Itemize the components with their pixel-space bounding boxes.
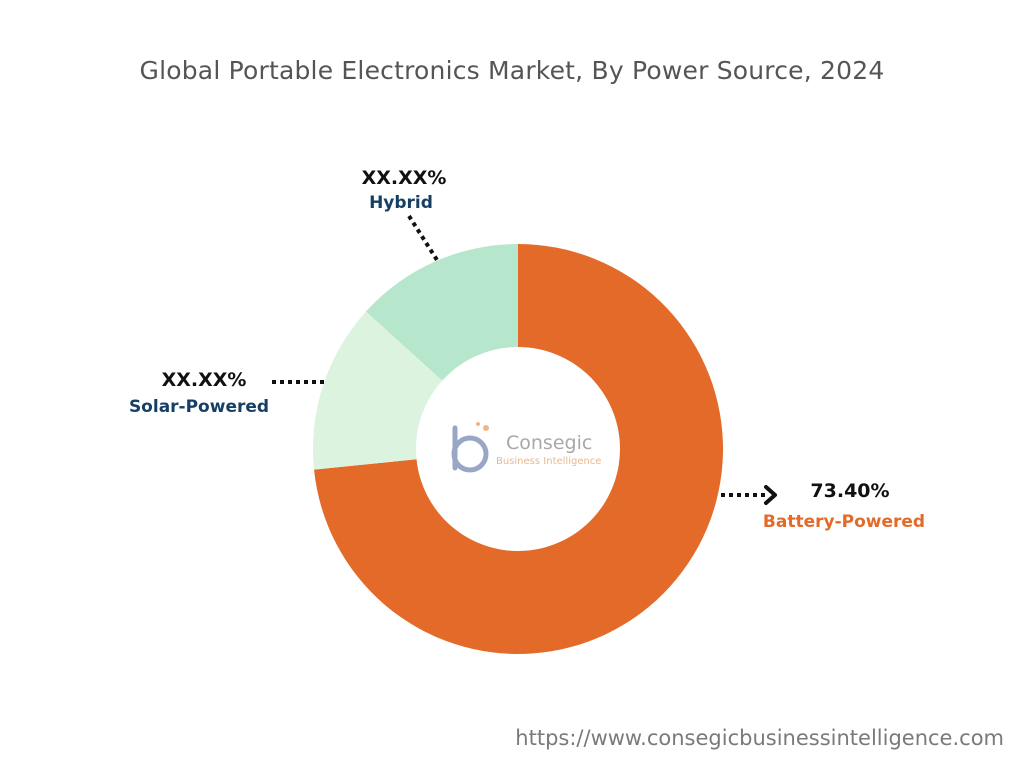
logo-brand: Consegic	[506, 432, 592, 454]
hybrid-value-label: XX.XX%	[362, 167, 447, 189]
hybrid-leader-line	[407, 214, 439, 262]
solar-category-label: Solar-Powered	[129, 397, 269, 417]
battery-category-label: Battery-Powered	[763, 512, 925, 532]
battery-leader-arrowhead	[764, 485, 777, 505]
logo-dot-orange	[483, 425, 489, 431]
slice-battery-powered	[314, 244, 723, 654]
hybrid-category-label: Hybrid	[369, 193, 433, 213]
slice-solar-powered	[313, 311, 443, 470]
logo-ring	[451, 435, 489, 473]
battery-value-label: 73.40%	[810, 480, 889, 502]
logo-tagline: Business Intelligence	[496, 456, 601, 467]
slice-hybrid	[365, 244, 518, 381]
watermark-logo: Consegic Business Intelligence	[451, 422, 601, 473]
source-url[interactable]: https://www.consegicbusinessintelligence…	[515, 726, 1004, 750]
logo-dot-orange-small	[476, 422, 480, 426]
solar-value-label: XX.XX%	[162, 369, 247, 391]
chart-title: Global Portable Electronics Market, By P…	[139, 56, 885, 85]
slices-group	[313, 244, 723, 654]
